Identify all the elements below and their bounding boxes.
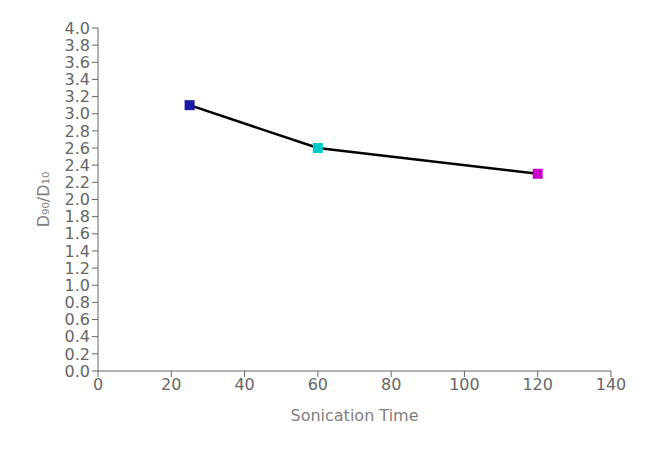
svg-text:2.6: 2.6 xyxy=(65,139,90,158)
svg-text:60: 60 xyxy=(308,375,328,394)
svg-text:3.0: 3.0 xyxy=(65,104,90,123)
svg-text:20: 20 xyxy=(161,375,181,394)
svg-text:40: 40 xyxy=(234,375,254,394)
svg-text:0.6: 0.6 xyxy=(65,310,90,329)
svg-text:0.2: 0.2 xyxy=(65,345,90,364)
svg-text:1.8: 1.8 xyxy=(65,207,90,226)
svg-text:D₉₀/D₁₀: D₉₀/D₁₀ xyxy=(34,172,53,228)
svg-text:3.8: 3.8 xyxy=(65,36,90,55)
svg-text:100: 100 xyxy=(449,375,480,394)
svg-text:0.0: 0.0 xyxy=(65,362,90,381)
svg-text:80: 80 xyxy=(381,375,401,394)
svg-text:3.2: 3.2 xyxy=(65,87,90,106)
svg-text:0.8: 0.8 xyxy=(65,293,90,312)
svg-text:2.4: 2.4 xyxy=(65,156,90,175)
svg-text:1.4: 1.4 xyxy=(65,242,90,261)
svg-text:1.0: 1.0 xyxy=(65,276,90,295)
svg-text:Sonication Time: Sonication Time xyxy=(290,406,418,425)
svg-text:0: 0 xyxy=(93,375,103,394)
svg-text:1.2: 1.2 xyxy=(65,259,90,278)
svg-text:4.0: 4.0 xyxy=(65,19,90,38)
svg-text:140: 140 xyxy=(596,375,627,394)
svg-text:120: 120 xyxy=(522,375,553,394)
svg-text:1.6: 1.6 xyxy=(65,224,90,243)
svg-text:2.0: 2.0 xyxy=(65,190,90,209)
svg-text:3.6: 3.6 xyxy=(65,53,90,72)
svg-text:3.4: 3.4 xyxy=(65,70,90,89)
svg-text:2.2: 2.2 xyxy=(65,173,90,192)
svg-text:2.8: 2.8 xyxy=(65,122,90,141)
svg-text:0.4: 0.4 xyxy=(65,327,90,346)
